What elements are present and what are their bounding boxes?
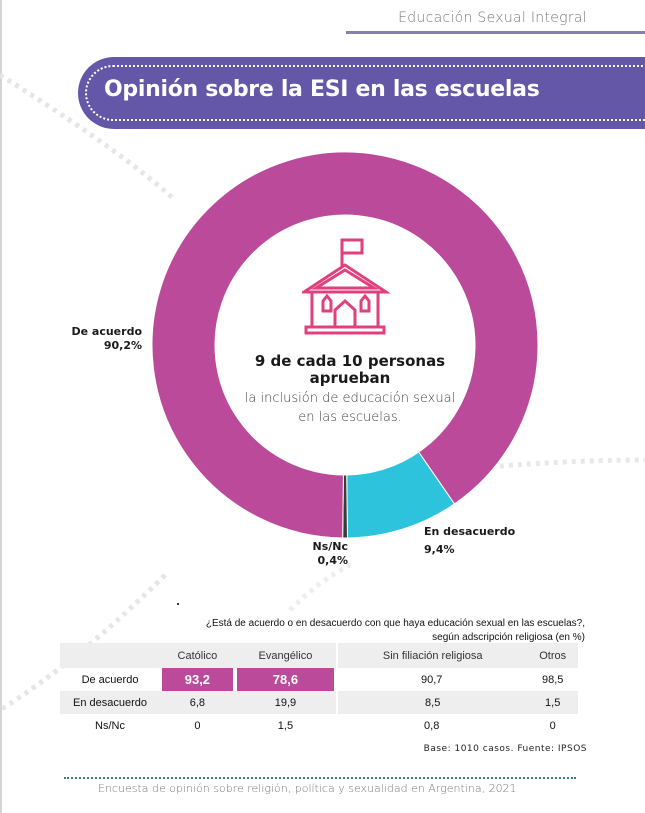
label-name: En desacuerdo xyxy=(424,525,516,538)
footer-rule xyxy=(64,777,576,779)
table-cell-highlight: 93,2 xyxy=(160,668,235,691)
title-banner-dotted-border xyxy=(85,65,645,121)
stray-dot xyxy=(177,603,179,605)
religion-table: Católico Evangélico Sin filiación religi… xyxy=(60,643,578,737)
col-header: Otros xyxy=(527,643,578,668)
donut-center-text: 9 de cada 10 personas aprueban la inclus… xyxy=(240,353,460,427)
row-label: En desacuerdo xyxy=(60,691,160,714)
table-cell: 19,9 xyxy=(234,691,337,714)
row-label: De acuerdo xyxy=(81,673,139,686)
label-en-desacuerdo: En desacuerdo 9,4% xyxy=(424,525,515,557)
label-de-acuerdo: De acuerdo 90,2% xyxy=(60,325,142,353)
header-rule xyxy=(346,31,645,34)
table-cell: 98,5 xyxy=(541,673,564,686)
col-header: Evangélico xyxy=(234,643,337,668)
title-banner: Opinión sobre la ESI en las escuelas xyxy=(78,57,645,129)
table-cell: 1,5 xyxy=(277,719,294,732)
table-cell: 0 xyxy=(549,719,556,732)
col-header: Católico xyxy=(160,643,235,668)
question-line-1: ¿Está de acuerdo o en desacuerdo con que… xyxy=(205,618,585,629)
subtext: la inclusión de educación sexual en las … xyxy=(244,391,456,425)
slice-de-acuerdo xyxy=(151,151,539,539)
label-value: 9,4% xyxy=(424,543,455,556)
col-header: Sin filiación religiosa xyxy=(336,643,528,668)
page-edge xyxy=(0,0,2,813)
table-cell: 0,8 xyxy=(424,719,440,732)
table-cell-highlight: 78,6 xyxy=(234,668,337,691)
label-name: De acuerdo xyxy=(71,325,142,338)
source-note: Base: 1010 casos. Fuente: IPSOS xyxy=(423,744,587,754)
header-empty xyxy=(60,643,160,668)
row-label: Ns/Nc xyxy=(95,719,125,732)
table-cell: 6,8 xyxy=(160,691,235,714)
table-header-row: Católico Evangélico Sin filiación religi… xyxy=(60,643,578,668)
school-house-icon xyxy=(302,238,390,335)
headline: 9 de cada 10 personas aprueban xyxy=(254,352,446,387)
label-name: Ns/Nc xyxy=(312,540,349,553)
table-row: Ns/Nc 0 1,5 0,8 0 xyxy=(60,714,578,737)
footer-text: Encuesta de opinión sobre religión, polí… xyxy=(98,782,517,795)
question-line-2: según adscripción religiosa (en %) xyxy=(432,632,585,643)
table-question: ¿Está de acuerdo o en desacuerdo con que… xyxy=(206,617,585,645)
label-ns-nc: Ns/Nc 0,4% xyxy=(300,540,349,568)
label-value: 0,4% xyxy=(317,554,348,567)
table-row: En desacuerdo 6,8 19,9 8,5 1,5 xyxy=(60,691,578,714)
table-row: De acuerdo 93,2 78,6 90,7 98,5 xyxy=(60,668,578,691)
section-label: Educación Sexual Integral xyxy=(398,10,587,26)
table-cell: 0 xyxy=(194,719,201,732)
label-value: 90,2% xyxy=(103,339,142,352)
page-title: Opinión sobre la ESI en las escuelas xyxy=(104,77,540,102)
table-cell: 90,7 xyxy=(420,673,443,686)
table-cell: 1,5 xyxy=(527,691,578,714)
table-cell: 8,5 xyxy=(336,691,528,714)
